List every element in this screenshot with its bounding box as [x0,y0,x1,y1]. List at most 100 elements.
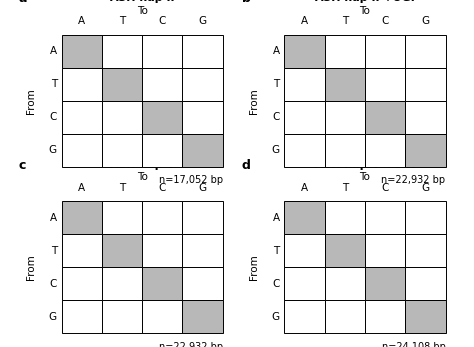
Text: 0: 0 [301,79,308,89]
Text: From: From [26,88,36,113]
Text: To: To [137,172,147,182]
Text: T: T [51,246,57,256]
Text: T: T [51,79,57,89]
Text: T: T [119,16,125,26]
Text: G: G [272,312,280,322]
Text: 0: 0 [119,112,125,122]
Text: 0: 0 [119,213,125,223]
Text: 0: 0 [119,46,125,56]
Text: 4: 4 [301,312,308,322]
Text: A: A [78,16,85,26]
Text: G: G [49,145,57,155]
Text: C: C [159,183,166,193]
Text: A3H hap V: A3H hap V [109,160,175,170]
Text: 4: 4 [159,312,166,322]
Text: A3H hap V +UGI: A3H hap V +UGI [315,160,415,170]
Text: 0: 0 [200,79,206,89]
Text: c: c [19,159,27,172]
Text: 0: 0 [119,279,125,289]
Text: 0: 0 [342,279,348,289]
Text: T: T [273,246,280,256]
Text: G: G [49,312,57,322]
Text: 2: 2 [200,246,206,256]
Text: T: T [342,16,348,26]
Text: 3: 3 [78,312,85,322]
Text: To: To [360,172,370,182]
Text: From: From [248,88,259,113]
Text: 0: 0 [200,112,206,122]
Text: 1: 1 [422,246,428,256]
Text: n=22,932 bp: n=22,932 bp [159,342,223,347]
Text: 0: 0 [422,46,428,56]
Text: 0: 0 [79,112,85,122]
Text: 1: 1 [301,279,308,289]
Text: G: G [421,183,429,193]
Text: From: From [26,254,36,280]
Text: 0: 0 [200,46,206,56]
Text: 1: 1 [79,246,85,256]
Text: A: A [50,213,57,223]
Text: A: A [301,16,308,26]
Text: 0: 0 [342,46,348,56]
Text: C: C [382,16,389,26]
Text: 32: 32 [156,213,169,223]
Text: C: C [272,112,280,122]
Text: A: A [78,183,85,193]
Text: 0: 0 [301,112,308,122]
Text: A3H hap II +UGI: A3H hap II +UGI [315,0,415,3]
Text: T: T [119,183,125,193]
Text: A: A [50,46,57,56]
Text: T: T [342,183,348,193]
Text: 3: 3 [422,112,428,122]
Text: 3: 3 [422,213,428,223]
Text: 2: 2 [382,312,389,322]
Text: 20: 20 [156,46,169,56]
Text: n=22,932 bp: n=22,932 bp [382,175,446,185]
Text: 1: 1 [200,279,206,289]
Text: 0: 0 [382,79,388,89]
Text: From: From [248,254,259,280]
Text: C: C [49,112,57,122]
Text: T: T [273,79,280,89]
Text: 1: 1 [79,79,85,89]
Text: To: To [360,6,370,16]
Text: C: C [272,279,280,289]
Text: 4: 4 [422,279,428,289]
Text: 0: 0 [118,145,126,155]
Text: To: To [137,6,147,16]
Text: 0: 0 [341,145,348,155]
Text: A: A [273,213,280,223]
Text: 0: 0 [118,312,126,322]
Text: 0: 0 [301,246,308,256]
Text: 0: 0 [159,246,165,256]
Text: 1: 1 [342,112,348,122]
Text: n=17,052 bp: n=17,052 bp [159,175,223,185]
Text: 30: 30 [379,46,391,56]
Text: n=24,108 bp: n=24,108 bp [382,342,446,347]
Text: 38: 38 [379,213,391,223]
Text: 3: 3 [78,145,85,155]
Text: G: G [421,16,429,26]
Text: 2: 2 [79,279,85,289]
Text: b: b [242,0,251,5]
Text: 2: 2 [382,145,389,155]
Text: d: d [242,159,251,172]
Text: G: G [272,145,280,155]
Text: 1: 1 [341,312,348,322]
Text: A: A [301,183,308,193]
Text: 1: 1 [342,213,348,223]
Text: G: G [199,183,207,193]
Text: C: C [49,279,57,289]
Text: 3: 3 [301,145,308,155]
Text: G: G [199,16,207,26]
Text: 0: 0 [159,79,165,89]
Text: 4: 4 [200,213,206,223]
Text: C: C [382,183,389,193]
Text: A3H hap II: A3H hap II [110,0,174,3]
Text: 0: 0 [422,79,428,89]
Text: A: A [273,46,280,56]
Text: 0: 0 [382,246,388,256]
Text: a: a [19,0,27,5]
Text: 1: 1 [159,145,166,155]
Text: C: C [159,16,166,26]
